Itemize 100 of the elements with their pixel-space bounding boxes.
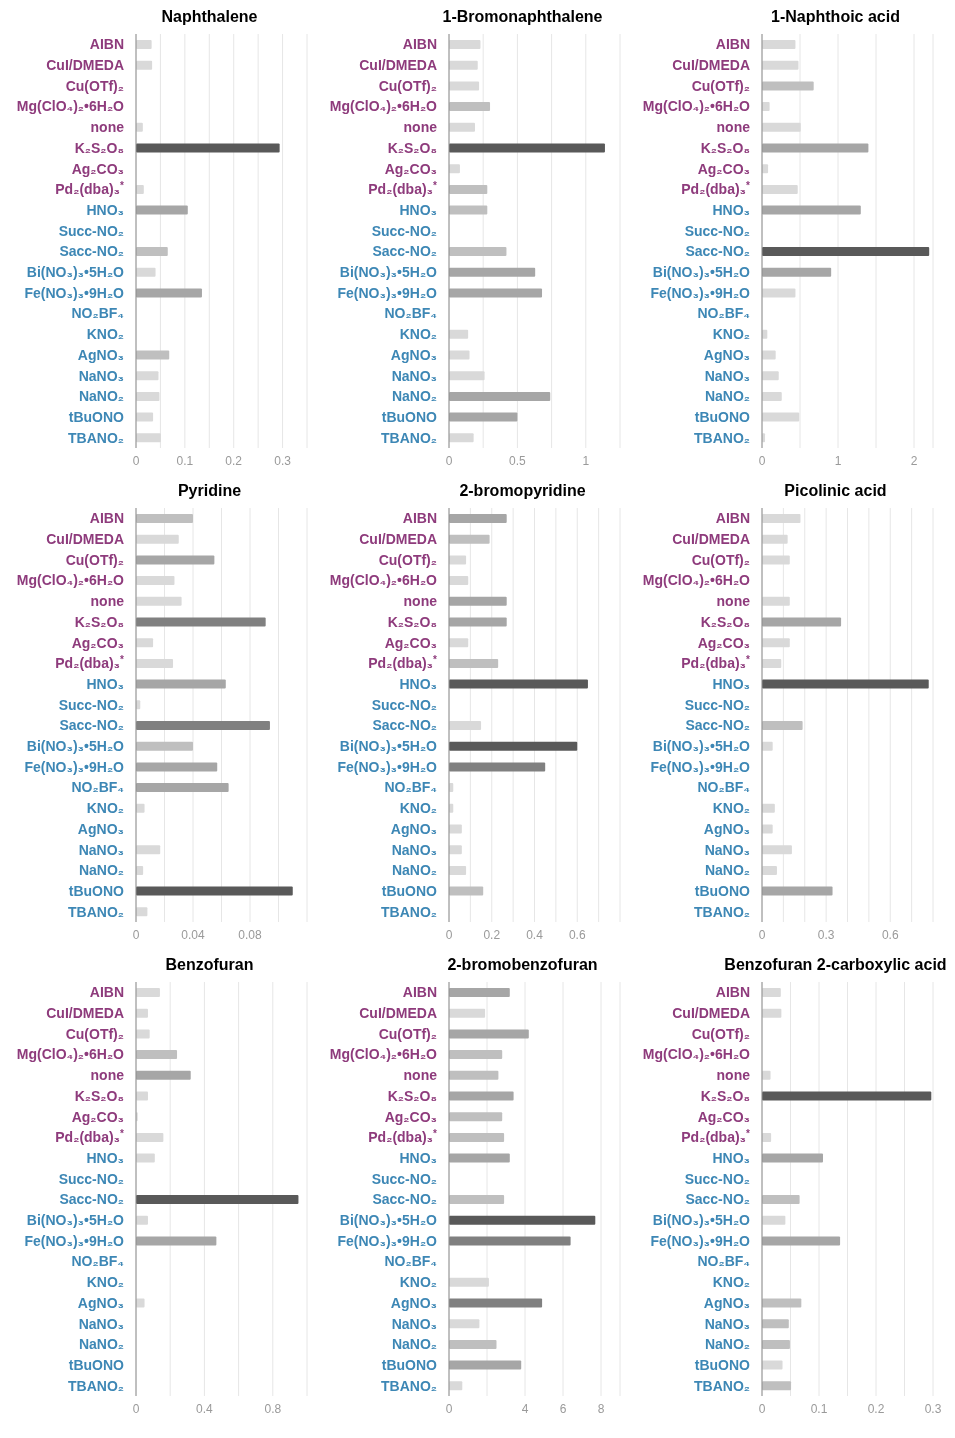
y-tick-label: Bi(NO₃)₃•5H₂O	[339, 1212, 438, 1229]
y-tick-label: tBuONO	[381, 1356, 438, 1373]
y-tick-label: AgNO₃	[390, 1294, 437, 1311]
x-tick-label: 8	[597, 1401, 605, 1416]
x-tick-label: 0.3	[817, 927, 835, 942]
y-tick-label: CuI/DMEDA	[46, 1005, 124, 1022]
y-tick-label: NaNO₃	[78, 367, 124, 384]
y-tick-label: Fe(NO₃)₃•9H₂O	[337, 1232, 438, 1249]
x-tick-label: 0	[132, 453, 140, 468]
y-tick-label: KNO₂	[86, 326, 124, 343]
y-tick-label: AgNO₃	[77, 346, 124, 363]
y-tick-label: Cu(OTf)₂	[378, 551, 437, 568]
y-tick-label: NaNO₃	[78, 841, 124, 858]
y-tick-label: Mg(ClO₄)₂•6H₂O	[16, 98, 125, 115]
y-tick-label: tBuONO	[68, 1356, 125, 1373]
y-tick-label: none	[90, 119, 125, 136]
y-tick-label: TBANO₂	[381, 903, 437, 920]
y-tick-label: NaNO₃	[391, 367, 437, 384]
y-tick-label: CuI/DMEDA	[672, 531, 750, 548]
y-tick-label: NO₂BF₄	[71, 305, 124, 322]
y-tick-label: none	[716, 119, 751, 136]
y-tick-label: NaNO₃	[704, 841, 750, 858]
y-tick-label: NaNO₃	[704, 367, 750, 384]
y-tick-label: Fe(NO₃)₃•9H₂O	[650, 284, 751, 301]
y-tick-label: Sacc-NO₂	[685, 717, 750, 734]
x-tick-label: 2	[910, 453, 918, 468]
y-tick-label: none	[90, 593, 125, 610]
x-tick-label: 0.2	[225, 453, 243, 468]
chart-title: 2-bromopyridine	[458, 482, 587, 501]
x-tick-label: 0.6	[881, 927, 899, 942]
x-tick-label: 0.2	[867, 1401, 885, 1416]
y-tick-label: AIBN	[89, 36, 124, 53]
x-tick-label: 0	[445, 1401, 453, 1416]
x-tick-label: 0	[758, 453, 766, 468]
y-tick-label: Succ-NO₂	[58, 696, 124, 713]
y-tick-label: Pd₂(dba)₃$^{*}$	[681, 179, 751, 198]
x-tick-label: 0.2	[483, 927, 501, 942]
y-tick-label: Ag₂CO₃	[697, 160, 750, 177]
y-tick-label: Succ-NO₂	[371, 696, 437, 713]
y-tick-label: Mg(ClO₄)₂•6H₂O	[16, 1046, 125, 1063]
chart-title: 1-Bromonaphthalene	[441, 8, 604, 27]
y-tick-label: NaNO₂	[704, 862, 750, 879]
y-tick-label: CuI/DMEDA	[46, 57, 124, 74]
y-tick-label: NaNO₃	[78, 1315, 124, 1332]
y-tick-label: AgNO₃	[703, 820, 750, 837]
y-tick-label: NaNO₂	[391, 388, 437, 405]
y-tick-label: Cu(OTf)₂	[378, 1025, 437, 1042]
y-tick-label: NaNO₂	[391, 862, 437, 879]
y-tick-label: Succ-NO₂	[371, 222, 437, 239]
y-tick-label: Bi(NO₃)₃•5H₂O	[339, 264, 438, 281]
y-tick-label: Mg(ClO₄)₂•6H₂O	[642, 572, 751, 589]
y-tick-label: Bi(NO₃)₃•5H₂O	[26, 1212, 125, 1229]
y-tick-label: Sacc-NO₂	[59, 717, 124, 734]
y-tick-label: HNO₃	[399, 675, 437, 692]
x-tick-label: 0.8	[264, 1401, 282, 1416]
y-tick-label: Pd₂(dba)₃$^{*}$	[55, 179, 125, 198]
y-tick-label: NO₂BF₄	[697, 305, 750, 322]
y-tick-label: Bi(NO₃)₃•5H₂O	[652, 1212, 751, 1229]
y-tick-label: K₂S₂O₈	[387, 1087, 437, 1104]
y-tick-label: NaNO₂	[78, 388, 124, 405]
y-tick-label: Fe(NO₃)₃•9H₂O	[337, 758, 438, 775]
y-tick-label: AIBN	[715, 984, 750, 1001]
chart-title: 2-bromobenzofuran	[446, 956, 599, 975]
y-tick-label: none	[403, 593, 438, 610]
x-tick-label: 0.1	[810, 1401, 828, 1416]
x-tick-label: 0.08	[238, 927, 262, 942]
y-tick-label: Fe(NO₃)₃•9H₂O	[24, 758, 125, 775]
y-tick-label: Pd₂(dba)₃$^{*}$	[55, 1127, 125, 1146]
y-tick-label: none	[716, 1067, 751, 1084]
y-tick-label: Sacc-NO₂	[372, 1191, 437, 1208]
y-tick-label: NaNO₃	[704, 1315, 750, 1332]
y-tick-label: Ag₂CO₃	[384, 1108, 437, 1125]
x-tick-label: 0.5	[509, 453, 527, 468]
y-tick-label: Cu(OTf)₂	[65, 551, 124, 568]
y-tick-label: HNO₃	[86, 675, 124, 692]
y-tick-label: KNO₂	[712, 326, 750, 343]
y-tick-label: TBANO₂	[68, 429, 124, 446]
chart-title: Pyridine	[176, 482, 243, 501]
y-tick-label: Succ-NO₂	[58, 222, 124, 239]
x-tick-label: 0	[758, 927, 766, 942]
y-tick-label: NaNO₂	[78, 862, 124, 879]
y-tick-label: none	[90, 1067, 125, 1084]
y-tick-label: Bi(NO₃)₃•5H₂O	[339, 738, 438, 755]
y-tick-label: Ag₂CO₃	[71, 634, 124, 651]
y-tick-label: K₂S₂O₈	[387, 139, 437, 156]
y-tick-label: Pd₂(dba)₃$^{*}$	[55, 653, 125, 672]
y-tick-label: NO₂BF₄	[697, 1253, 750, 1270]
y-tick-label: KNO₂	[712, 1274, 750, 1291]
y-tick-label: Succ-NO₂	[371, 1170, 437, 1187]
y-tick-label: Fe(NO₃)₃•9H₂O	[650, 758, 751, 775]
y-tick-label: NO₂BF₄	[384, 1253, 437, 1270]
chart-title: Picolinic acid	[783, 482, 888, 501]
y-tick-label: Ag₂CO₃	[384, 160, 437, 177]
y-tick-label: Mg(ClO₄)₂•6H₂O	[16, 572, 125, 589]
y-tick-label: AgNO₃	[703, 346, 750, 363]
y-tick-label: Sacc-NO₂	[372, 717, 437, 734]
y-tick-label: Ag₂CO₃	[697, 1108, 750, 1125]
y-tick-label: NO₂BF₄	[71, 1253, 124, 1270]
y-tick-label: AgNO₃	[77, 820, 124, 837]
y-tick-label: Ag₂CO₃	[697, 634, 750, 651]
